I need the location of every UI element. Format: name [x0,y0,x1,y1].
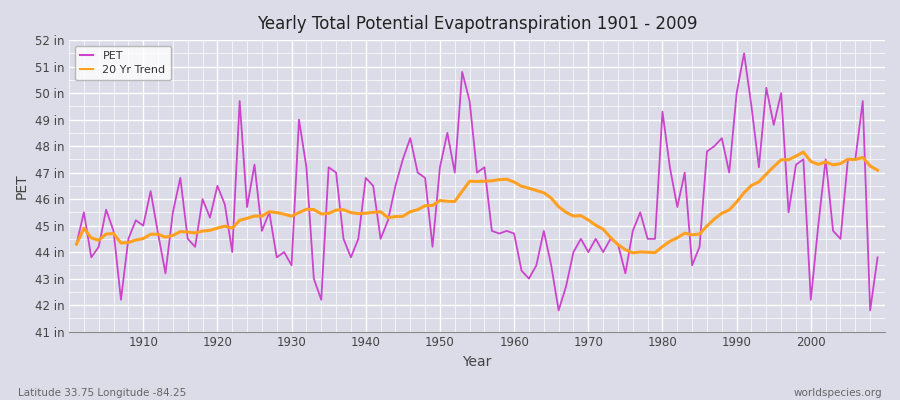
Text: Latitude 33.75 Longitude -84.25: Latitude 33.75 Longitude -84.25 [18,388,186,398]
20 Yr Trend [627,250,638,255]
20 Yr Trend [598,227,608,232]
PET [293,117,304,122]
PET [501,228,512,233]
PET [739,51,750,56]
20 Yr Trend [293,210,304,215]
20 Yr Trend [872,168,883,173]
20 Yr Trend [71,242,82,246]
Line: PET: PET [76,53,878,310]
X-axis label: Year: Year [463,355,491,369]
20 Yr Trend [798,150,809,154]
Y-axis label: PET: PET [15,173,29,199]
Title: Yearly Total Potential Evapotranspiration 1901 - 2009: Yearly Total Potential Evapotranspiratio… [256,15,698,33]
PET [338,236,349,241]
Text: worldspecies.org: worldspecies.org [794,388,882,398]
20 Yr Trend [130,238,141,242]
Legend: PET, 20 Yr Trend: PET, 20 Yr Trend [75,46,171,80]
PET [605,236,616,241]
20 Yr Trend [508,180,519,184]
20 Yr Trend [501,177,512,182]
PET [71,242,82,246]
PET [130,218,141,223]
PET [554,308,564,313]
Line: 20 Yr Trend: 20 Yr Trend [76,152,878,253]
20 Yr Trend [338,207,349,212]
PET [508,231,519,236]
PET [872,255,883,260]
